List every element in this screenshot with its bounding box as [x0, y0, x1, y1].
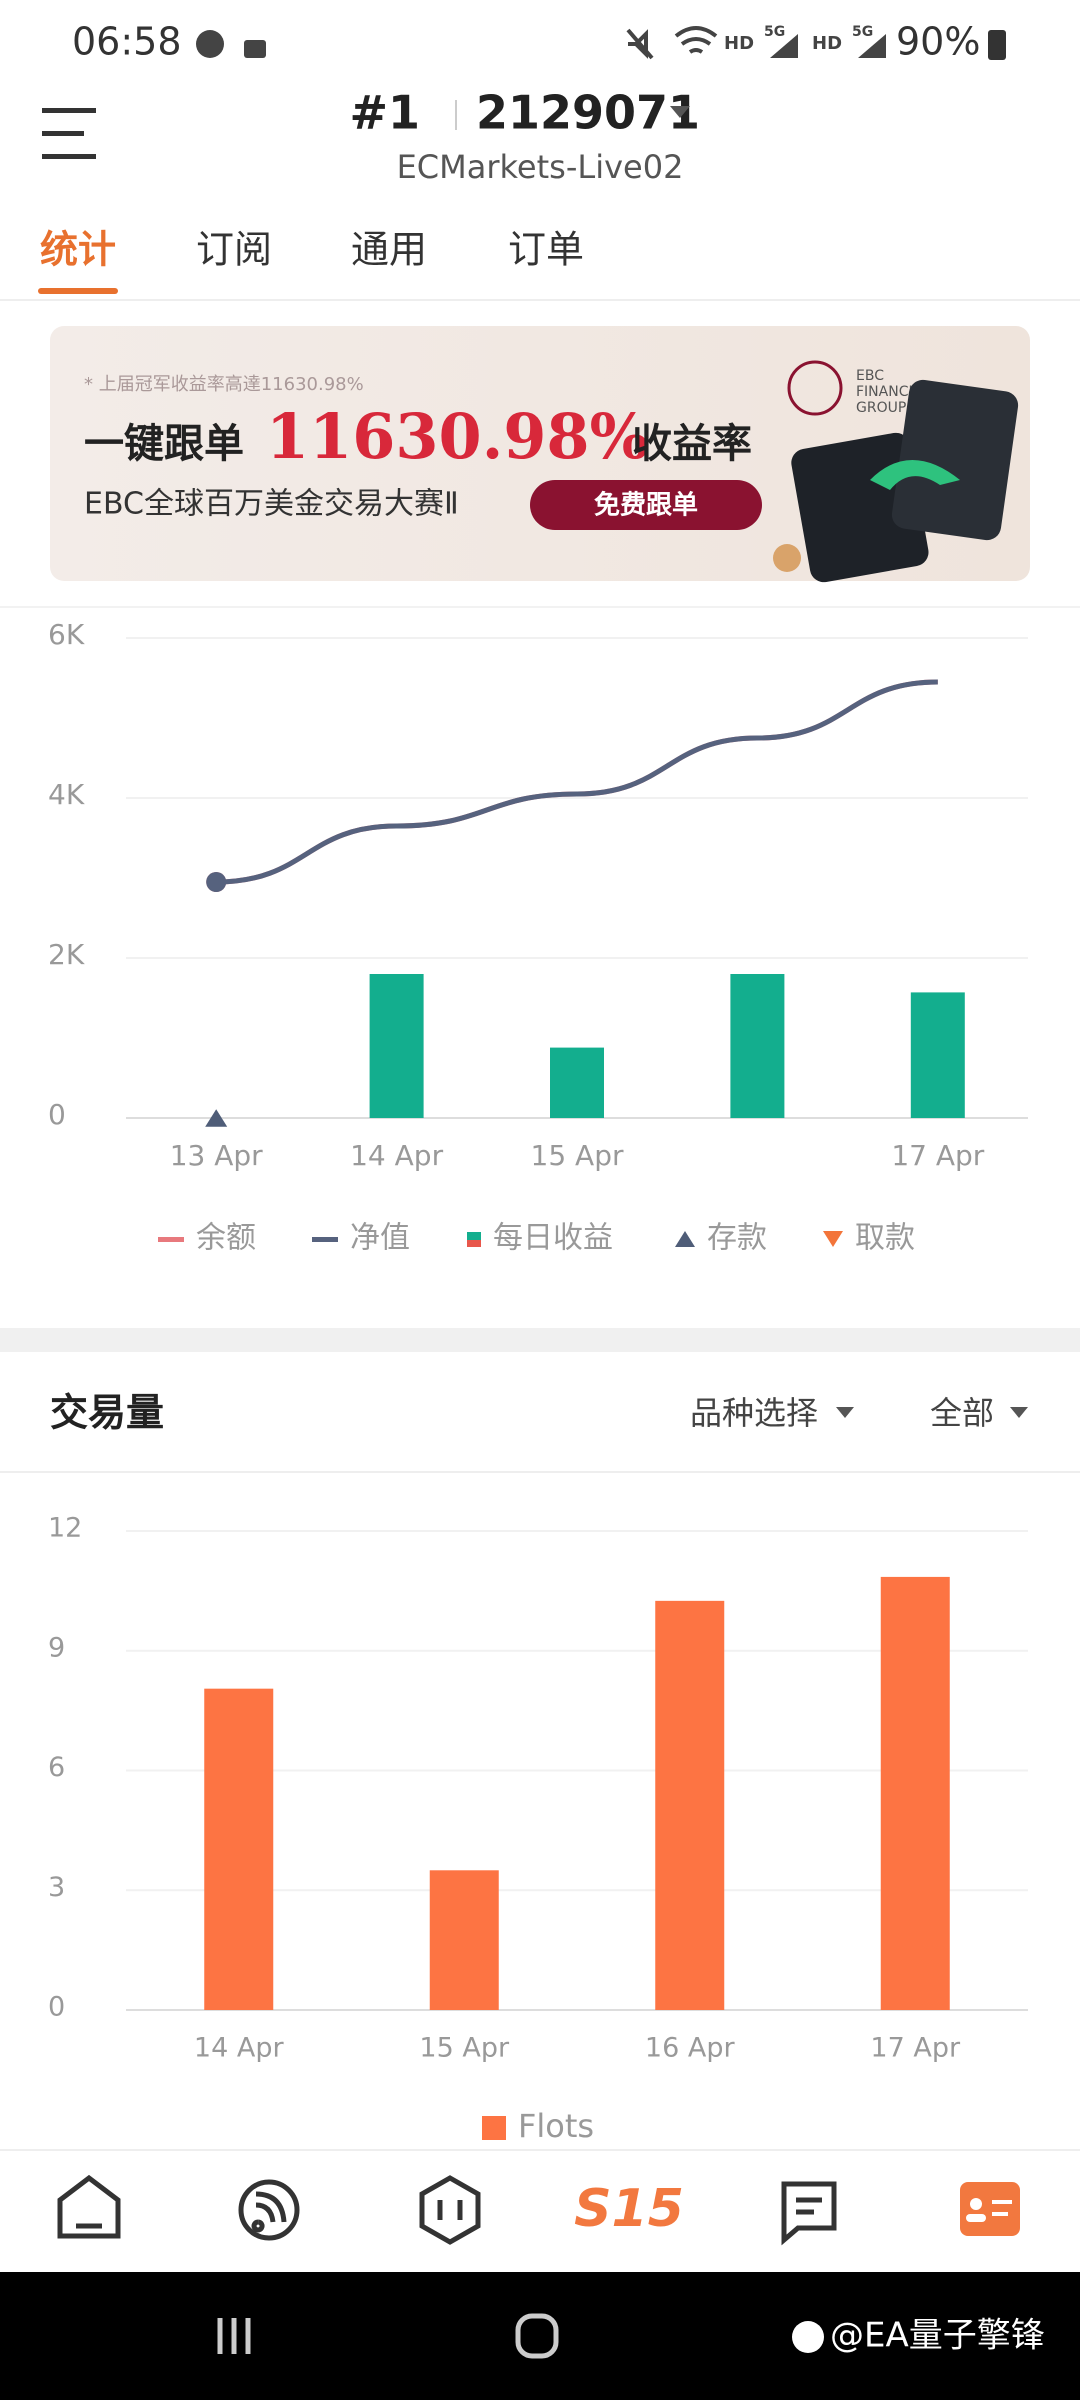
- tab[interactable]: 订阅: [196, 228, 272, 272]
- banner[interactable]: * 上届冠军收益率高達11630.98% 一键跟单 11630.98% 收益率 …: [50, 326, 1030, 584]
- tab-indicator: [38, 288, 118, 294]
- network-label: HD: [812, 33, 842, 54]
- divider: [0, 606, 1080, 608]
- recent-button[interactable]: [217, 2318, 251, 2354]
- line: [216, 679, 938, 885]
- bar: [204, 1688, 274, 2010]
- lock-icon: [244, 40, 266, 58]
- x-tick-label: 15 Apr: [419, 2033, 510, 2064]
- banner-contest: EBC全球百万美金交易大赛Ⅱ: [84, 487, 459, 522]
- tab[interactable]: 通用: [351, 228, 427, 272]
- mute-icon: [626, 28, 654, 60]
- home-button[interactable]: [515, 2313, 559, 2359]
- legend-label: Flots: [518, 2107, 594, 2145]
- legend-label: 余额: [196, 1221, 256, 1256]
- nav-trade[interactable]: [419, 2175, 481, 2245]
- bar: [730, 974, 785, 1118]
- account-number: #1: [349, 86, 420, 140]
- x-tick-label: 16 Apr: [645, 2033, 736, 2064]
- bar: [910, 992, 965, 1118]
- dropdown-arrow[interactable]: [670, 106, 690, 118]
- signal-icon: [858, 34, 886, 58]
- y-tick-label: 0: [48, 1098, 66, 1131]
- brand: GROUP: [856, 400, 906, 416]
- x-tick-label: 17 Apr: [891, 1139, 984, 1172]
- x-tick-label: 14 Apr: [194, 2033, 285, 2064]
- banner-button[interactable]: 免费跟单: [594, 490, 698, 521]
- marker: [205, 1109, 228, 1127]
- symbol-filter[interactable]: 品种选择: [690, 1394, 818, 1432]
- divider: [0, 1471, 1080, 1473]
- x-tick-label: 17 Apr: [870, 2033, 961, 2064]
- y-tick-label: 6K: [48, 618, 85, 651]
- legend-label: 每日收益: [493, 1221, 613, 1256]
- legend-swatch: [158, 1237, 184, 1242]
- divider: [0, 2149, 1080, 2151]
- wechat-icon: [196, 30, 224, 58]
- y-tick-label: 2K: [48, 938, 85, 971]
- dropdown-arrow[interactable]: [1010, 1407, 1028, 1418]
- battery-icon: [988, 30, 1006, 60]
- legend-swatch: [823, 1231, 843, 1247]
- legend-swatch: [312, 1237, 338, 1242]
- divider: [0, 299, 1080, 301]
- legend-label: 取款: [855, 1221, 915, 1256]
- y-tick-label: 4K: [48, 778, 85, 811]
- line-point: [206, 872, 227, 892]
- legend-swatch: [467, 1240, 481, 1247]
- tab[interactable]: 订单: [508, 228, 584, 272]
- nav-profile[interactable]: [960, 2182, 1020, 2236]
- bar: [655, 1600, 725, 2010]
- nav-center[interactable]: S15: [574, 2179, 684, 2239]
- signal-icon: [770, 34, 798, 58]
- network-label: 5G: [764, 24, 785, 40]
- banner-rate: 11630.98%: [266, 400, 648, 473]
- brand: EBC: [856, 368, 884, 384]
- legend-swatch: [675, 1231, 695, 1247]
- network-label: HD: [724, 33, 754, 54]
- tab-active[interactable]: 统计: [40, 228, 116, 272]
- wifi-icon: [674, 26, 718, 54]
- bar: [429, 1870, 499, 2010]
- bar: [550, 1047, 604, 1118]
- x-tick-label: 13 Apr: [170, 1139, 263, 1172]
- banner-lead: 一键跟单: [84, 421, 244, 467]
- bar: [880, 1576, 950, 2010]
- network-label: 5G: [852, 24, 873, 40]
- section-gap: [0, 1328, 1080, 1352]
- menu-button[interactable]: [42, 108, 96, 159]
- legend-label: 净值: [350, 1221, 410, 1256]
- watermark-icon: [792, 2321, 824, 2353]
- x-tick-label: 15 Apr: [531, 1139, 624, 1172]
- separator: [455, 100, 457, 130]
- nav-messages[interactable]: [781, 2181, 837, 2246]
- status-time: 06:58: [72, 20, 182, 64]
- y-tick-label: 12: [48, 1513, 82, 1544]
- y-tick-label: 9: [48, 1632, 65, 1663]
- bar: [369, 974, 424, 1118]
- legend-label: 存款: [707, 1221, 767, 1256]
- system-bar: [0, 2272, 1080, 2400]
- watermark: @EA量子擎锋: [830, 2316, 1045, 2356]
- scope-filter[interactable]: 全部: [930, 1394, 994, 1432]
- nav-home[interactable]: [57, 2174, 121, 2239]
- battery-level: 90%: [896, 20, 980, 64]
- legend-swatch: [482, 2116, 506, 2140]
- nav-signals[interactable]: [238, 2179, 300, 2241]
- line: [216, 679, 938, 885]
- account-id[interactable]: 2129071: [476, 86, 700, 140]
- y-tick-label: 3: [48, 1872, 65, 1903]
- y-tick-label: 0: [48, 1992, 65, 2023]
- y-tick-label: 6: [48, 1752, 65, 1783]
- section-title: 交易量: [50, 1391, 164, 1435]
- x-tick-label: 14 Apr: [350, 1139, 443, 1172]
- banner-tail: 收益率: [632, 421, 752, 467]
- banner-note: * 上届冠军收益率高達11630.98%: [84, 374, 364, 395]
- bottom-nav: [0, 2149, 1080, 2272]
- dropdown-arrow[interactable]: [836, 1407, 854, 1418]
- server-name: ECMarkets-Live02: [397, 148, 684, 186]
